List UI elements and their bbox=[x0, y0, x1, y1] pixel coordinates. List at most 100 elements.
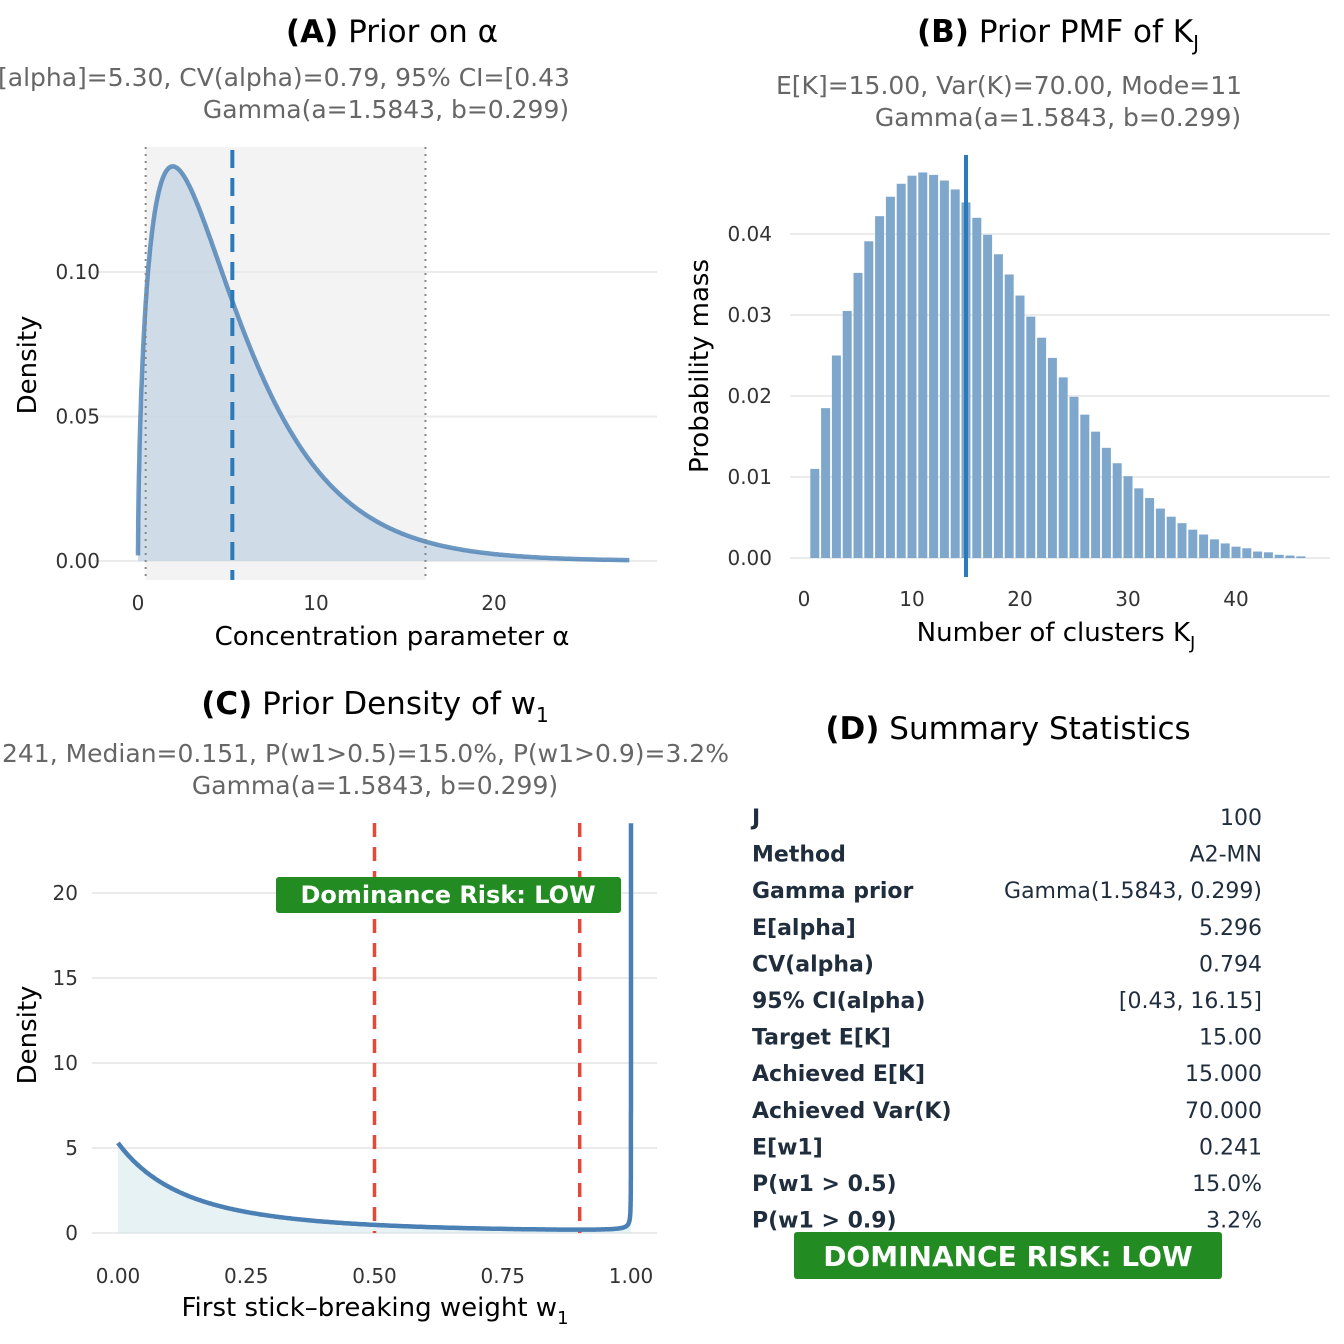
bar-k-38 bbox=[1209, 539, 1219, 558]
summary-value: A2-MN bbox=[1190, 843, 1262, 868]
y-tick-label: 15 bbox=[53, 966, 78, 990]
bar-k-19 bbox=[1004, 274, 1014, 558]
summary-value: [0.43, 16.15] bbox=[1119, 989, 1262, 1014]
bar-k-2 bbox=[821, 408, 831, 558]
x-tick-label: 10 bbox=[303, 591, 328, 615]
bar-k-14 bbox=[950, 189, 960, 558]
bar-k-37 bbox=[1199, 534, 1209, 558]
summary-value: 15.0% bbox=[1192, 1172, 1262, 1197]
y-tick-label: 0.01 bbox=[727, 465, 772, 489]
panel-a-ylabel: Density bbox=[13, 316, 43, 415]
summary-value: 70.000 bbox=[1185, 1099, 1262, 1124]
bar-k-9 bbox=[896, 183, 906, 558]
risk-annotation-box bbox=[276, 877, 621, 913]
x-tick-label: 20 bbox=[1007, 587, 1032, 611]
bar-k-31 bbox=[1134, 488, 1144, 558]
summary-row: CV(alpha) 0.794 bbox=[752, 952, 1262, 977]
y-tick-label: 0 bbox=[65, 1221, 78, 1245]
summary-label: E[w1] bbox=[752, 1135, 823, 1160]
bar-k-7 bbox=[875, 216, 885, 558]
risk-annotation: Dominance Risk: LOW bbox=[300, 881, 595, 909]
summary-row: Achieved Var(K) 70.000 bbox=[752, 1099, 1262, 1124]
bar-k-45 bbox=[1285, 555, 1295, 558]
risk-banner-box bbox=[794, 1232, 1222, 1279]
bar-k-32 bbox=[1145, 498, 1155, 558]
panel-b-subtitle-1: E[K]=15.00, Var(K)=70.00, Mode=11 bbox=[776, 71, 1242, 100]
y-tick-label: 0.10 bbox=[55, 260, 100, 284]
x-tick-label: 10 bbox=[899, 587, 924, 611]
summary-row: P(w1 > 0.5) 15.0% bbox=[752, 1172, 1262, 1197]
panel-a-subtitle-1: [alpha]=5.30, CV(alpha)=0.79, 95% CI=[0.… bbox=[0, 63, 570, 92]
panel-b-ylabel: Probability mass bbox=[685, 259, 715, 473]
bar-k-22 bbox=[1037, 337, 1047, 558]
bar-k-4 bbox=[842, 310, 852, 558]
panel-d-title: (D) Summary Statistics bbox=[825, 711, 1190, 747]
summary-label: CV(alpha) bbox=[752, 952, 874, 977]
y-tick-label: 0.00 bbox=[55, 549, 100, 573]
summary-row: Achieved E[K] 15.000 bbox=[752, 1062, 1262, 1087]
summary-label: Achieved Var(K) bbox=[752, 1099, 952, 1124]
bar-k-3 bbox=[831, 355, 841, 558]
bar-k-11 bbox=[918, 172, 928, 558]
bar-k-12 bbox=[929, 174, 939, 558]
summary-label: Target E[K] bbox=[752, 1026, 891, 1051]
panel-b: 0 10 20 30 40 0.00 0.01 0.02 0.03 0.04 (B) Prior … bbox=[685, 14, 1330, 654]
y-tick-label: 5 bbox=[65, 1136, 78, 1160]
y-tick-label: 0.00 bbox=[727, 546, 772, 570]
bar-k-21 bbox=[1026, 316, 1036, 558]
panel-d: (D) Summary Statistics J 100 Method A2-MN Ga… bbox=[750, 711, 1262, 1279]
y-tick-label: 0.04 bbox=[727, 222, 772, 246]
bar-k-25 bbox=[1069, 396, 1079, 558]
summary-label: Achieved E[K] bbox=[752, 1062, 925, 1087]
summary-row: Gamma prior Gamma(1.5843, 0.299) bbox=[752, 879, 1262, 904]
bar-k-33 bbox=[1155, 508, 1165, 558]
bar-k-18 bbox=[993, 254, 1003, 558]
summary-value: 0.794 bbox=[1199, 952, 1262, 977]
x-tick-label: 20 bbox=[481, 591, 506, 615]
panel-b-title: (B) Prior PMF of KJ bbox=[917, 14, 1199, 55]
bar-k-16 bbox=[972, 217, 982, 559]
summary-value: Gamma(1.5843, 0.299) bbox=[1004, 879, 1262, 904]
panel-c: Dominance Risk: LOW 0.00 0.25 0.50 0.75 1.00… bbox=[2, 686, 729, 1329]
summary-label: P(w1 > 0.5) bbox=[752, 1172, 897, 1197]
density-curve bbox=[135, 164, 630, 563]
summary-label: J bbox=[750, 806, 760, 831]
bar-k-8 bbox=[885, 196, 895, 559]
density-area bbox=[138, 166, 630, 561]
summary-label: E[alpha] bbox=[752, 916, 856, 941]
x-tick-label: 30 bbox=[1115, 587, 1140, 611]
bar-k-30 bbox=[1123, 476, 1133, 558]
bar-k-40 bbox=[1231, 546, 1241, 558]
bar-k-1 bbox=[810, 468, 820, 558]
y-tick-label: 0.05 bbox=[55, 405, 100, 429]
bar-k-13 bbox=[939, 180, 949, 559]
panel-c-xlabel: First stick–breaking weight w1 bbox=[181, 1293, 568, 1329]
panel-b-xlabel: Number of clusters KJ bbox=[917, 618, 1196, 654]
panel-a: 0 10 20 0.00 0.05 0.10 (A) Prior on α [alpha]… bbox=[0, 14, 657, 652]
summary-row: Target E[K] 15.00 bbox=[752, 1026, 1262, 1051]
x-tick-label: 0.75 bbox=[480, 1264, 525, 1288]
summary-label: Gamma prior bbox=[752, 879, 914, 904]
summary-value: 15.00 bbox=[1199, 1026, 1262, 1051]
summary-value: 5.296 bbox=[1199, 916, 1262, 941]
density-area bbox=[118, 823, 631, 1233]
bar-k-6 bbox=[864, 241, 874, 559]
panel-a-title: (A) Prior on α bbox=[286, 14, 498, 50]
summary-row: 95% CI(alpha) [0.43, 16.15] bbox=[752, 989, 1262, 1014]
bar-k-28 bbox=[1101, 447, 1111, 558]
panel-c-subtitle-2: Gamma(a=1.5843, b=0.299) bbox=[192, 771, 558, 800]
bar-k-17 bbox=[983, 234, 993, 558]
summary-value: 3.2% bbox=[1206, 1209, 1262, 1234]
bar-k-41 bbox=[1242, 548, 1252, 558]
summary-row: P(w1 > 0.9) 3.2% bbox=[752, 1209, 1262, 1234]
panel-a-xlabel: Concentration parameter α bbox=[215, 622, 570, 652]
density-curve bbox=[116, 823, 634, 1232]
summary-row: E[alpha] 5.296 bbox=[752, 916, 1262, 941]
panel-c-ylabel: Density bbox=[13, 986, 43, 1085]
bar-k-46 bbox=[1296, 556, 1306, 558]
bar-k-20 bbox=[1015, 295, 1025, 558]
panel-c-title: (C) Prior Density of w1 bbox=[201, 686, 549, 727]
bar-k-26 bbox=[1080, 414, 1090, 558]
summary-row: J 100 bbox=[750, 806, 1262, 831]
